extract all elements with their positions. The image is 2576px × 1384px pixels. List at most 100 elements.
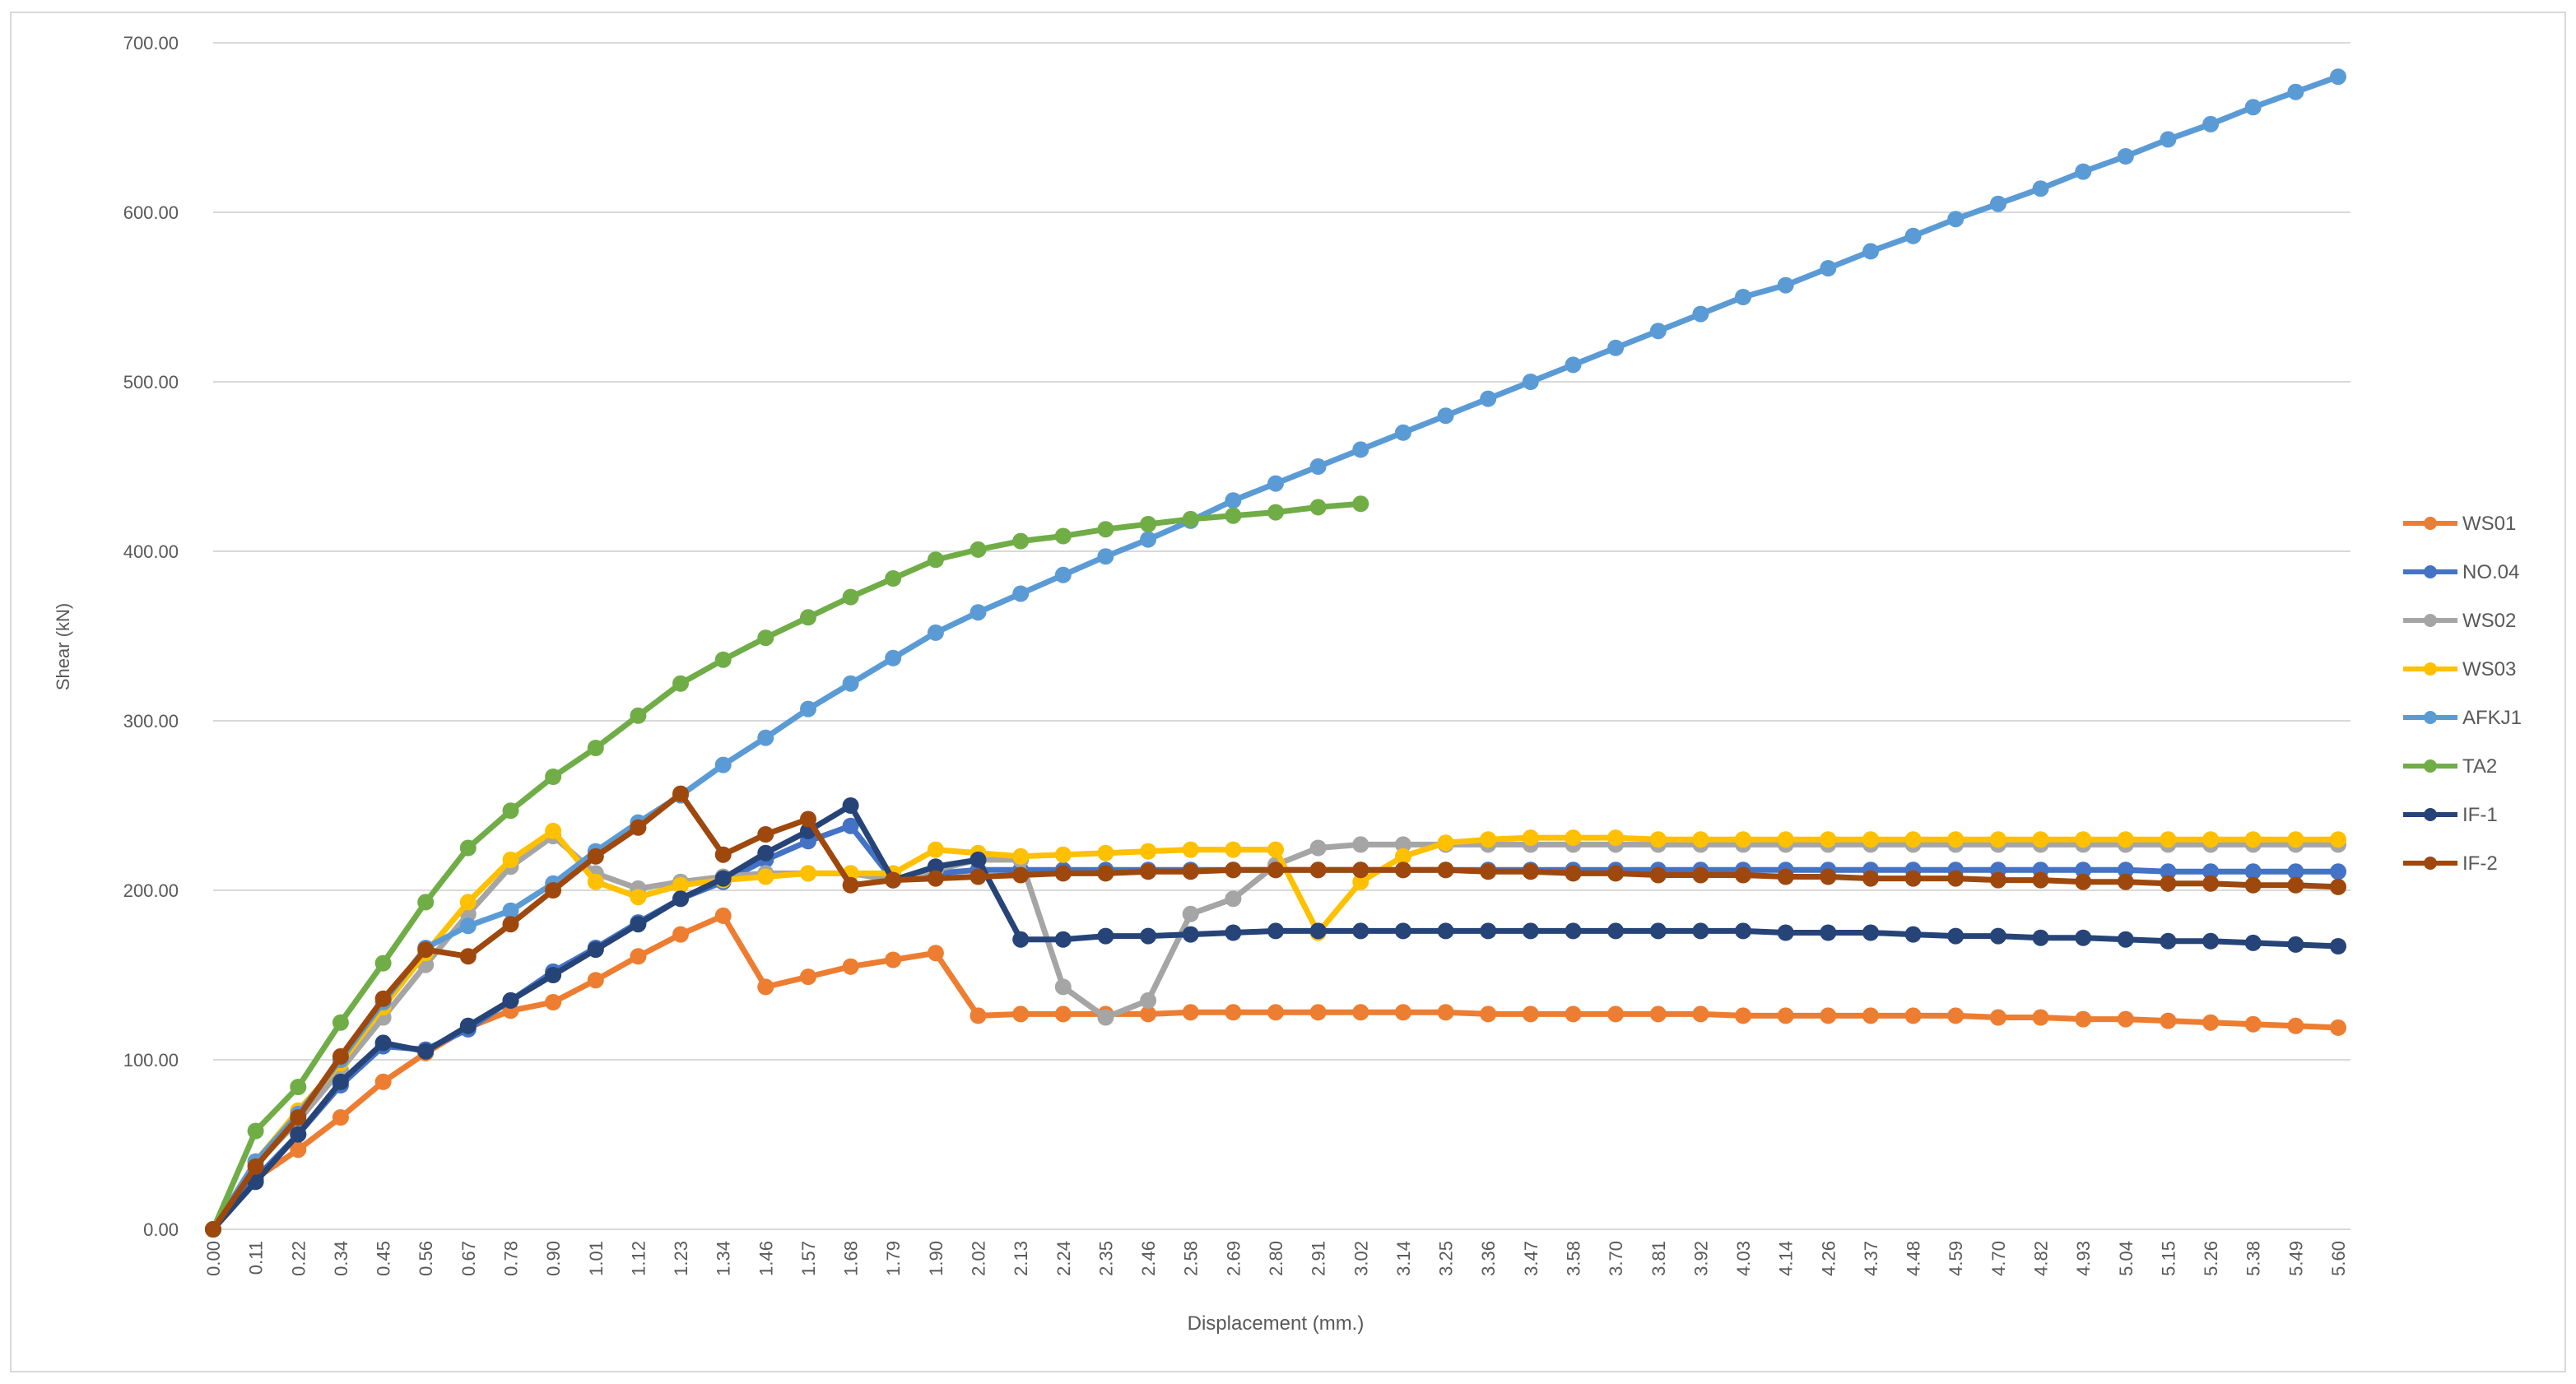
data-point: [2287, 83, 2304, 100]
data-point: [1140, 1005, 1157, 1023]
legend-label: IF-2: [2462, 852, 2498, 875]
data-point: [502, 802, 519, 820]
data-point: [672, 675, 689, 692]
data-point: [459, 917, 477, 935]
data-point: [1267, 922, 1284, 940]
data-point: [1480, 863, 1497, 880]
data-point: [2160, 863, 2177, 880]
x-tick-label: 0.90: [543, 1241, 564, 1276]
data-point: [1735, 922, 1751, 940]
data-point: [2287, 876, 2304, 894]
data-point: [1267, 475, 1284, 492]
data-point: [2330, 878, 2346, 895]
data-point: [1777, 924, 1794, 941]
y-tick-label: 600.00: [123, 202, 179, 223]
data-point: [1862, 243, 1879, 260]
data-point: [1267, 841, 1284, 858]
data-point: [1394, 424, 1411, 441]
data-point: [459, 839, 477, 857]
legend-item: TA2: [2403, 755, 2497, 778]
series-lines: [205, 68, 2346, 1238]
data-point: [1267, 862, 1284, 879]
data-point: [800, 609, 816, 626]
x-tick-label: 0.56: [416, 1241, 436, 1276]
data-point: [1140, 992, 1157, 1009]
data-point: [630, 819, 647, 836]
data-point: [2032, 871, 2049, 889]
data-point: [2202, 115, 2220, 132]
data-point: [1904, 831, 1922, 848]
data-point: [1565, 829, 1582, 847]
data-point: [1820, 868, 1837, 885]
data-point: [1097, 521, 1114, 538]
data-point: [205, 1221, 221, 1238]
data-point: [2244, 1015, 2262, 1033]
data-point: [1820, 260, 1837, 276]
data-point: [1225, 507, 1242, 524]
data-point: [1480, 922, 1497, 940]
data-point: [1735, 831, 1751, 848]
data-point: [1437, 1004, 1454, 1021]
data-point: [1947, 831, 1965, 848]
x-tick-label: 5.60: [2328, 1241, 2349, 1276]
data-point: [1352, 873, 1369, 890]
data-point: [587, 848, 604, 865]
data-point: [927, 945, 944, 962]
legend-label: TA2: [2462, 755, 2497, 778]
data-point: [1309, 499, 1327, 516]
x-tick-label: 4.26: [1818, 1241, 1839, 1276]
data-point: [2117, 931, 2134, 948]
data-point: [1565, 1005, 1582, 1023]
data-point: [1862, 1007, 1879, 1024]
data-point: [1097, 865, 1114, 882]
data-point: [1777, 831, 1794, 848]
data-point: [332, 1073, 349, 1090]
legend-swatch-marker: [2424, 565, 2437, 578]
x-tick-label: 5.04: [2116, 1241, 2137, 1276]
data-point: [1012, 1005, 1030, 1023]
series-if-2: [205, 785, 2346, 1238]
data-point: [1054, 846, 1072, 863]
data-point: [459, 1017, 477, 1034]
data-point: [1267, 504, 1284, 521]
data-point: [1989, 1009, 2006, 1026]
line-chart: 0.00 100.00 200.00 300.00 400.00 500.00 600.00…: [53, 33, 2522, 1335]
data-point: [757, 629, 774, 647]
y-tick-label: 200.00: [123, 880, 179, 901]
data-point: [927, 841, 944, 858]
data-point: [757, 729, 774, 746]
data-point: [502, 851, 519, 868]
data-point: [290, 1079, 307, 1095]
data-point: [630, 707, 647, 724]
gridlines: [213, 42, 2350, 1230]
data-point: [969, 541, 987, 558]
data-point: [1225, 492, 1242, 509]
x-tick-label: 3.25: [1436, 1241, 1457, 1276]
x-tick-label: 1.34: [714, 1241, 734, 1276]
series-line: [210, 913, 2341, 1233]
data-point: [842, 797, 859, 814]
data-point: [1692, 922, 1709, 940]
x-tick-label: 4.59: [1946, 1241, 1966, 1276]
x-tick-label: 4.37: [1861, 1241, 1881, 1276]
data-point: [332, 1014, 349, 1031]
data-point: [1607, 922, 1625, 940]
legend-item: AFKJ1: [2403, 707, 2522, 729]
data-point: [1309, 862, 1327, 879]
data-point: [927, 624, 944, 641]
data-point: [2160, 1012, 2177, 1029]
data-point: [2032, 1009, 2049, 1026]
data-point: [2330, 1019, 2346, 1036]
data-point: [1735, 289, 1751, 305]
data-point: [2202, 875, 2220, 892]
data-point: [1777, 868, 1794, 885]
data-point: [2160, 831, 2177, 848]
data-point: [1012, 866, 1030, 884]
data-point: [1989, 195, 2006, 212]
data-point: [545, 822, 562, 839]
data-point: [2202, 932, 2220, 950]
data-point: [2160, 131, 2177, 148]
data-point: [1649, 831, 1667, 848]
data-point: [1649, 1005, 1667, 1023]
x-tick-label: 1.57: [798, 1241, 819, 1276]
